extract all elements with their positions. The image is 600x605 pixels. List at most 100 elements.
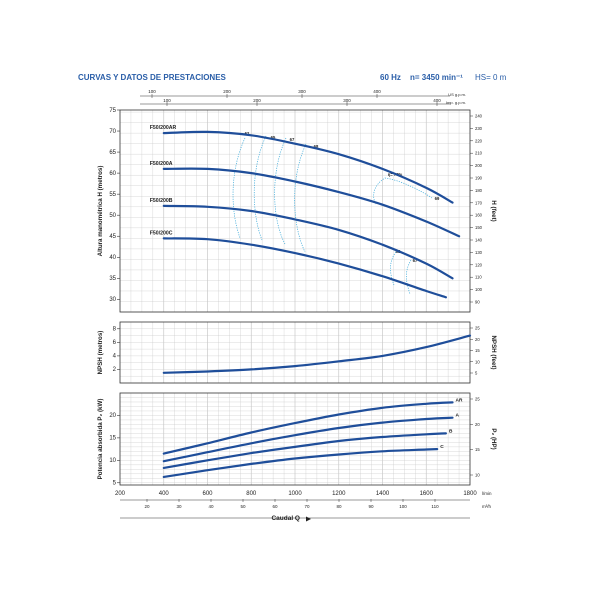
- y-tick-label: 5: [113, 481, 117, 487]
- efficiency-label: 65: [271, 135, 276, 140]
- top-us-tick-label: 300: [298, 89, 306, 94]
- series-label: F50/200B: [150, 198, 173, 204]
- bottom-lmin-tick-label: 1400: [376, 491, 390, 497]
- efficiency-label: 68: [314, 144, 319, 149]
- y-right-tick-label: 90: [475, 300, 480, 305]
- y-right-tick-label: 15: [475, 348, 480, 353]
- y-tick-label: 75: [109, 108, 116, 114]
- y-tick-label: 35: [109, 276, 116, 282]
- y-right-tick-label: 120: [475, 262, 483, 267]
- top-imp-tick-label: 100: [163, 98, 171, 103]
- y-right-tick-label: 25: [475, 397, 480, 402]
- top-imp-tick-label: 400: [433, 98, 441, 103]
- bottom-lmin-tick-label: 1600: [420, 491, 434, 497]
- y-right-tick-label: 200: [475, 163, 483, 168]
- series-line-power: [162, 432, 447, 469]
- y-tick-label: 55: [109, 192, 116, 198]
- series-line-power: [162, 416, 454, 463]
- efficiency-label: 62: [245, 131, 250, 136]
- top-imp-tick-label: 300: [343, 98, 351, 103]
- efficiency-label: 69: [435, 196, 440, 201]
- header-frequency: 60 Hz: [380, 73, 401, 82]
- y-right-tick-label: 240: [475, 114, 483, 119]
- efficiency-curve: [232, 137, 246, 239]
- y-right-tick-label: 170: [475, 200, 483, 205]
- bottom-lmin-tick-label: 1800: [463, 491, 477, 497]
- series-line-npsh: [162, 334, 472, 374]
- y-right-tick-label: 10: [475, 359, 480, 364]
- series-line-head: [162, 130, 454, 204]
- x-axis-label: Caudal Q: [271, 515, 300, 522]
- y-tick-label: 60: [109, 171, 116, 177]
- y-tick-label: 40: [109, 255, 116, 261]
- bottom-m3h-tick-label: 20: [144, 504, 150, 509]
- y-tick-label: 4: [113, 354, 117, 360]
- y-tick-label: 15: [109, 436, 116, 442]
- top-axis-imp-label: Imp. g.p.m.: [446, 100, 466, 105]
- bottom-m3h-axis-label: m³/h: [482, 504, 491, 509]
- y-tick-label: 10: [109, 458, 116, 464]
- y-right-tick-label: 230: [475, 126, 483, 131]
- series-label: C: [440, 444, 444, 450]
- efficiency-curve: [373, 177, 433, 205]
- y-right-axis-label: P₂ (HP): [490, 428, 497, 449]
- y-right-tick-label: 10: [475, 473, 480, 478]
- y-tick-label: 45: [109, 234, 116, 240]
- series-label: A: [456, 413, 460, 419]
- efficiency-curve: [274, 137, 287, 245]
- y-axis-label: Altura manométrica H (metros): [97, 166, 104, 257]
- y-right-tick-label: 160: [475, 213, 483, 218]
- y-axis-label: NPSH (metros): [97, 331, 104, 375]
- bottom-m3h-tick-label: 110: [431, 504, 439, 509]
- y-right-tick-label: 150: [475, 225, 483, 230]
- bottom-m3h-tick-label: 30: [176, 504, 182, 509]
- efficiency-label: 67: [413, 258, 418, 263]
- y-right-tick-label: 180: [475, 188, 483, 193]
- bottom-lmin-tick-label: 600: [202, 491, 213, 497]
- bottom-lmin-tick-label: 800: [246, 491, 257, 497]
- y-right-axis-label: NPSH (feet): [490, 335, 497, 369]
- y-tick-label: 50: [109, 213, 116, 219]
- y-tick-label: 65: [109, 150, 116, 156]
- y-right-tick-label: 20: [475, 337, 480, 342]
- bottom-lmin-axis-label: l/min: [482, 491, 492, 496]
- y-tick-label: 70: [109, 129, 116, 135]
- y-right-tick-label: 220: [475, 138, 483, 143]
- efficiency-curve: [294, 143, 307, 253]
- series-line-head: [162, 237, 447, 299]
- y-tick-label: 6: [113, 340, 117, 346]
- y-right-tick-label: 5: [475, 371, 478, 376]
- y-right-axis-label: H (feet): [490, 200, 497, 221]
- series-label: AR: [456, 397, 463, 403]
- y-right-tick-label: 25: [475, 326, 480, 331]
- series-label: F50/200A: [150, 161, 173, 167]
- series-line-head: [162, 204, 454, 280]
- series-line-power: [162, 448, 439, 478]
- chart-header-title: CURVAS Y DATOS DE PRESTACIONES: [78, 73, 226, 82]
- bottom-m3h-tick-label: 100: [399, 504, 407, 509]
- panel-frame-npsh: [119, 321, 471, 384]
- efficiency-curve: [406, 259, 412, 295]
- bottom-m3h-tick-label: 60: [272, 504, 278, 509]
- bottom-m3h-tick-label: 80: [336, 504, 342, 509]
- y-right-tick-label: 100: [475, 287, 483, 292]
- panel-frame-power: [119, 392, 471, 486]
- top-us-tick-label: 100: [148, 89, 156, 94]
- bottom-m3h-tick-label: 70: [304, 504, 310, 509]
- y-axis-label: Potencia absorbida P₂ (kW): [97, 399, 104, 480]
- top-us-tick-label: 200: [223, 89, 231, 94]
- top-axis-us-label: US g.p.m.: [448, 92, 466, 97]
- series-label: F50/200C: [150, 230, 173, 236]
- y-tick-label: 30: [109, 297, 116, 303]
- y-right-tick-label: 15: [475, 447, 480, 452]
- top-us-tick-label: 400: [373, 89, 381, 94]
- series-line-head: [162, 167, 461, 238]
- x-axis-arrow-icon: [306, 516, 311, 522]
- bottom-lmin-tick-label: 400: [159, 491, 170, 497]
- y-right-tick-label: 20: [475, 422, 480, 427]
- y-tick-label: 2: [113, 367, 117, 373]
- y-tick-label: 8: [113, 327, 117, 333]
- efficiency-curve: [253, 135, 267, 241]
